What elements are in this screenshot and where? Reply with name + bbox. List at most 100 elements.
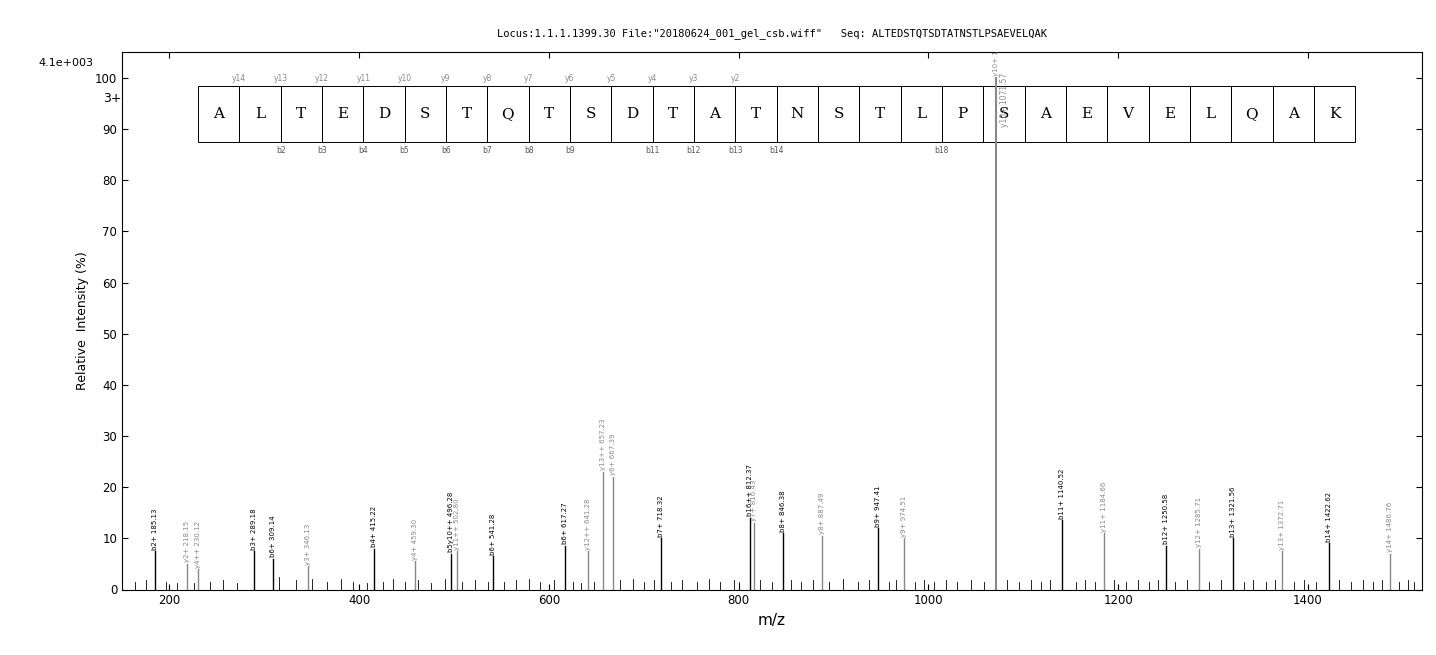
X-axis label: m/z: m/z — [758, 613, 785, 628]
Text: b7: b7 — [482, 146, 493, 155]
Text: y11: y11 — [356, 74, 370, 83]
Text: S: S — [586, 107, 596, 121]
Text: y6: y6 — [566, 74, 574, 83]
Bar — [528, 86, 570, 142]
Bar — [1107, 86, 1149, 142]
Text: y10+ 1071.57: y10+ 1071.57 — [994, 26, 999, 77]
Bar — [405, 86, 447, 142]
Text: S: S — [833, 107, 844, 121]
Text: D: D — [626, 107, 638, 121]
Text: S: S — [998, 107, 1010, 121]
Bar — [322, 86, 363, 142]
Text: y13+ 1372.71: y13+ 1372.71 — [1279, 499, 1285, 550]
Text: S: S — [421, 107, 431, 121]
Text: E: E — [1081, 107, 1093, 121]
Bar — [777, 86, 819, 142]
Text: y2: y2 — [731, 74, 740, 83]
Text: b8+ 846.38: b8+ 846.38 — [780, 490, 785, 532]
Text: y14+ 1486.76: y14+ 1486.76 — [1387, 502, 1393, 552]
Text: y4+ 459.30: y4+ 459.30 — [412, 519, 418, 560]
Text: y13++ 657.23: y13++ 657.23 — [600, 419, 606, 470]
Y-axis label: Relative  Intensity (%): Relative Intensity (%) — [76, 252, 89, 390]
Text: y11+ 1184.66: y11+ 1184.66 — [1100, 481, 1107, 532]
Text: K: K — [1328, 107, 1340, 121]
Text: b2: b2 — [276, 146, 286, 155]
Bar — [363, 86, 405, 142]
Text: y9: y9 — [441, 74, 451, 83]
Bar — [900, 86, 942, 142]
Bar — [570, 86, 612, 142]
Bar — [859, 86, 900, 142]
Bar — [1231, 86, 1272, 142]
Text: b5y10++ 496.28: b5y10++ 496.28 — [448, 492, 454, 552]
Text: b18: b18 — [935, 146, 949, 155]
Text: b3: b3 — [317, 146, 327, 155]
Bar — [198, 86, 240, 142]
Text: T: T — [296, 107, 306, 121]
Text: b6: b6 — [441, 146, 451, 155]
Bar — [984, 86, 1024, 142]
Bar — [819, 86, 859, 142]
Text: b13: b13 — [728, 146, 742, 155]
Bar — [1149, 86, 1190, 142]
Bar — [1314, 86, 1356, 142]
Text: A: A — [213, 107, 224, 121]
Text: b11+ 1140.52: b11+ 1140.52 — [1058, 468, 1064, 519]
Text: D: D — [378, 107, 391, 121]
Text: y5: y5 — [606, 74, 616, 83]
Text: A: A — [1040, 107, 1051, 121]
Text: y8+ 887.49: y8+ 887.49 — [819, 493, 824, 534]
Text: Q: Q — [501, 107, 514, 121]
Text: b11: b11 — [645, 146, 659, 155]
Text: L: L — [916, 107, 926, 121]
Bar — [240, 86, 280, 142]
Text: Locus:1.1.1.1399.30 File:"20180624_001_gel_csb.wiff"   Seq: ALTEDSTQTSDTATNSTLPS: Locus:1.1.1.1399.30 File:"20180624_001_g… — [497, 28, 1047, 39]
Bar — [1190, 86, 1231, 142]
Text: T: T — [875, 107, 885, 121]
Text: V: V — [1123, 107, 1133, 121]
Text: y9+ 974.51: y9+ 974.51 — [902, 496, 908, 537]
Text: b4: b4 — [359, 146, 368, 155]
Text: b6+ 309.14: b6+ 309.14 — [270, 515, 276, 557]
Text: y7: y7 — [524, 74, 533, 83]
Text: b14: b14 — [770, 146, 784, 155]
Text: T: T — [668, 107, 678, 121]
Text: T: T — [461, 107, 471, 121]
Text: A: A — [1288, 107, 1298, 121]
Bar — [487, 86, 528, 142]
Bar — [652, 86, 694, 142]
Text: y10+ 1071.57: y10+ 1071.57 — [999, 73, 1008, 127]
Text: b5: b5 — [399, 146, 409, 155]
Text: L: L — [254, 107, 266, 121]
Text: y3: y3 — [689, 74, 699, 83]
Text: b6+ 617.27: b6+ 617.27 — [563, 503, 569, 544]
Text: y10: y10 — [398, 74, 412, 83]
Bar — [735, 86, 777, 142]
Text: 4.1e+003: 4.1e+003 — [39, 58, 93, 67]
Text: Q: Q — [1245, 107, 1258, 121]
Text: b13+ 1321.56: b13+ 1321.56 — [1231, 486, 1236, 537]
Text: b9+ 947.41: b9+ 947.41 — [876, 485, 882, 527]
Text: b12: b12 — [686, 146, 701, 155]
Text: y4++ 230.12: y4++ 230.12 — [195, 521, 201, 567]
Text: E: E — [1163, 107, 1175, 121]
Text: A: A — [709, 107, 719, 121]
Text: y2+ 218.15: y2+ 218.15 — [184, 521, 190, 563]
Text: b6+ 541.28: b6+ 541.28 — [490, 514, 497, 555]
Text: 3+: 3+ — [103, 92, 122, 105]
Text: y8: y8 — [482, 74, 493, 83]
Text: L: L — [1205, 107, 1216, 121]
Text: b2+ 185.13: b2+ 185.13 — [152, 508, 158, 550]
Text: E: E — [337, 107, 348, 121]
Text: T: T — [544, 107, 554, 121]
Text: y3+ 346.13: y3+ 346.13 — [304, 523, 312, 565]
Text: N: N — [791, 107, 804, 121]
Bar — [1272, 86, 1314, 142]
Bar — [612, 86, 652, 142]
Text: y12+ 1285.71: y12+ 1285.71 — [1196, 497, 1202, 547]
Text: b7+ 718.32: b7+ 718.32 — [658, 495, 665, 537]
Bar — [1024, 86, 1066, 142]
Bar — [280, 86, 322, 142]
Text: b12+ 1250.58: b12+ 1250.58 — [1163, 495, 1169, 544]
Text: b9: b9 — [564, 146, 574, 155]
